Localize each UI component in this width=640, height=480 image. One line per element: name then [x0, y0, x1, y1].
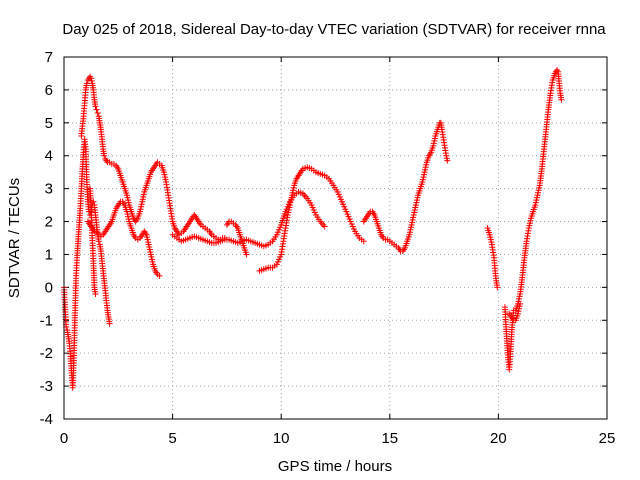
grid: [64, 57, 607, 419]
data-point: [92, 103, 99, 110]
series-arc-2: [78, 73, 228, 243]
axis-ticks: 0 5 10 15 20 25 -4 -3 -2 -1 0 1 2 3 4 5 6 7: [40, 49, 616, 447]
series-arc-3: [84, 198, 163, 279]
series-arc-7: [256, 164, 367, 274]
data-point: [93, 106, 100, 113]
y-tick-label: 5: [45, 115, 53, 132]
data-point: [92, 290, 99, 297]
y-tick-label: 1: [45, 246, 53, 263]
data-point: [444, 157, 451, 164]
series-arc-9: [484, 225, 501, 291]
y-tick-label: 7: [45, 49, 53, 66]
y-tick-label: -1: [40, 312, 53, 329]
data-point: [558, 96, 565, 103]
plot-frame: [63, 56, 608, 420]
data-point: [95, 238, 102, 245]
data-point: [321, 223, 328, 230]
data-point: [517, 300, 524, 307]
series-arc-1: [61, 136, 113, 391]
data-point: [243, 251, 250, 258]
series-arc-6: [223, 218, 250, 258]
y-tick-label: 0: [45, 279, 53, 296]
x-tick-label: 20: [490, 430, 507, 447]
series-arc-4: [87, 185, 99, 297]
y-tick-label: 4: [45, 148, 53, 165]
x-tick-label: 5: [168, 430, 176, 447]
x-axis-label: GPS time / hours: [278, 458, 392, 475]
data-point: [360, 238, 367, 245]
x-tick-label: 10: [273, 430, 290, 447]
x-tick-label: 25: [599, 430, 616, 447]
y-tick-label: 2: [45, 214, 53, 231]
data-point: [83, 80, 90, 87]
y-tick-label: -3: [40, 378, 53, 395]
data-point: [494, 284, 501, 291]
data-point: [156, 272, 163, 279]
y-tick-label: -4: [40, 411, 53, 428]
y-tick-label: 6: [45, 82, 53, 99]
data-point: [94, 109, 101, 116]
series-arc-10: [501, 67, 565, 373]
y-axis-label: SDTVAR / TECUs: [6, 178, 23, 298]
data-point: [101, 152, 108, 159]
y-tick-label: 3: [45, 181, 53, 198]
y-tick-label: -2: [40, 345, 53, 362]
series-arc-8: [360, 119, 451, 255]
series-arc-11: [506, 300, 524, 324]
chart-title: Day 025 of 2018, Sidereal Day-to-day VTE…: [62, 21, 606, 38]
x-tick-label: 15: [381, 430, 398, 447]
data-points: [61, 67, 565, 391]
x-tick-label: 0: [60, 430, 68, 447]
data-point: [106, 320, 113, 327]
